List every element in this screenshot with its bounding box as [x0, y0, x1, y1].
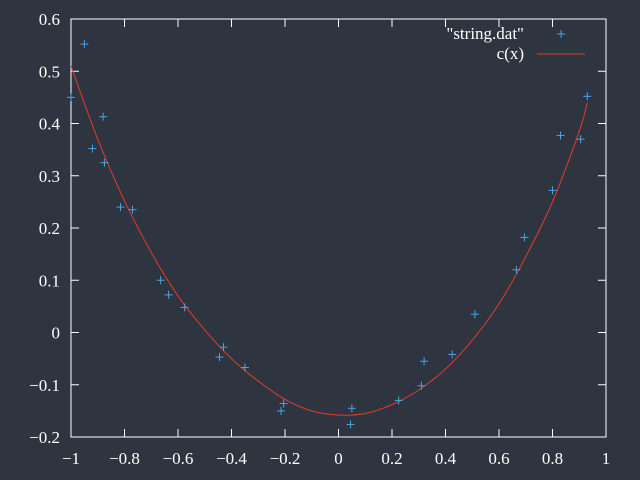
legend-label-string-dat: "string.dat" [446, 24, 524, 43]
series-layer [67, 40, 592, 429]
data-point [279, 399, 288, 408]
plot-frame [70, 18, 607, 438]
data-point [448, 350, 457, 359]
legend: "string.dat"c(x) [446, 24, 585, 63]
data-point [156, 276, 165, 285]
x-tick-label: −1 [62, 449, 80, 468]
data-point [583, 92, 592, 101]
y-tick-label: 0.5 [39, 62, 60, 81]
y-tick-label: −0.1 [29, 376, 60, 395]
data-point [219, 343, 228, 352]
series-line-cx [70, 65, 588, 416]
x-tick-label: −0.4 [216, 449, 247, 468]
x-tick-label: 0.6 [488, 449, 509, 468]
x-tick-label: 0 [334, 449, 343, 468]
y-tick-label: −0.2 [29, 428, 60, 447]
data-point [346, 420, 355, 429]
data-point [116, 203, 125, 212]
data-point [240, 363, 249, 372]
legend-label-cx: c(x) [497, 44, 524, 63]
x-tick-label: 0.8 [542, 449, 563, 468]
data-point [99, 112, 108, 121]
data-point [512, 265, 521, 274]
legend-marker-string-dat [557, 30, 565, 38]
y-tick-label: 0 [52, 324, 61, 343]
x-tick-label: 1 [602, 449, 611, 468]
y-tick-label: 0.3 [39, 167, 60, 186]
data-point [520, 233, 529, 242]
data-point [164, 290, 173, 299]
data-point [347, 404, 356, 413]
data-point [215, 353, 224, 362]
data-point [556, 131, 565, 140]
data-point [576, 135, 585, 144]
data-point [180, 303, 189, 312]
data-point [100, 158, 109, 167]
y-tick-label: 0.4 [39, 115, 61, 134]
y-tick-label: 0.2 [39, 219, 60, 238]
x-tick-label: −0.2 [270, 449, 301, 468]
data-point [88, 144, 97, 153]
x-tick-label: 0.4 [435, 449, 457, 468]
data-point [548, 186, 557, 195]
y-tick-label: 0.6 [39, 10, 60, 29]
data-point [80, 40, 89, 49]
data-point [417, 381, 426, 390]
data-point [67, 93, 75, 102]
x-tick-label: −0.6 [163, 449, 194, 468]
x-axis: −1 −0.8 −0.6 −0.4 −0.2 0 0.2 0.4 0.6 0.8 1 [62, 19, 610, 468]
y-tick-label: 0.1 [39, 271, 60, 290]
data-point [128, 205, 137, 214]
x-tick-label: 0.2 [381, 449, 402, 468]
y-axis: −0.2 −0.1 0 0.1 0.2 0.3 0.4 0.5 0.6 [29, 10, 606, 447]
data-point [276, 406, 285, 415]
x-tick-label: −0.8 [109, 449, 140, 468]
data-point [470, 310, 479, 319]
data-point [420, 357, 429, 366]
data-point [394, 396, 403, 405]
